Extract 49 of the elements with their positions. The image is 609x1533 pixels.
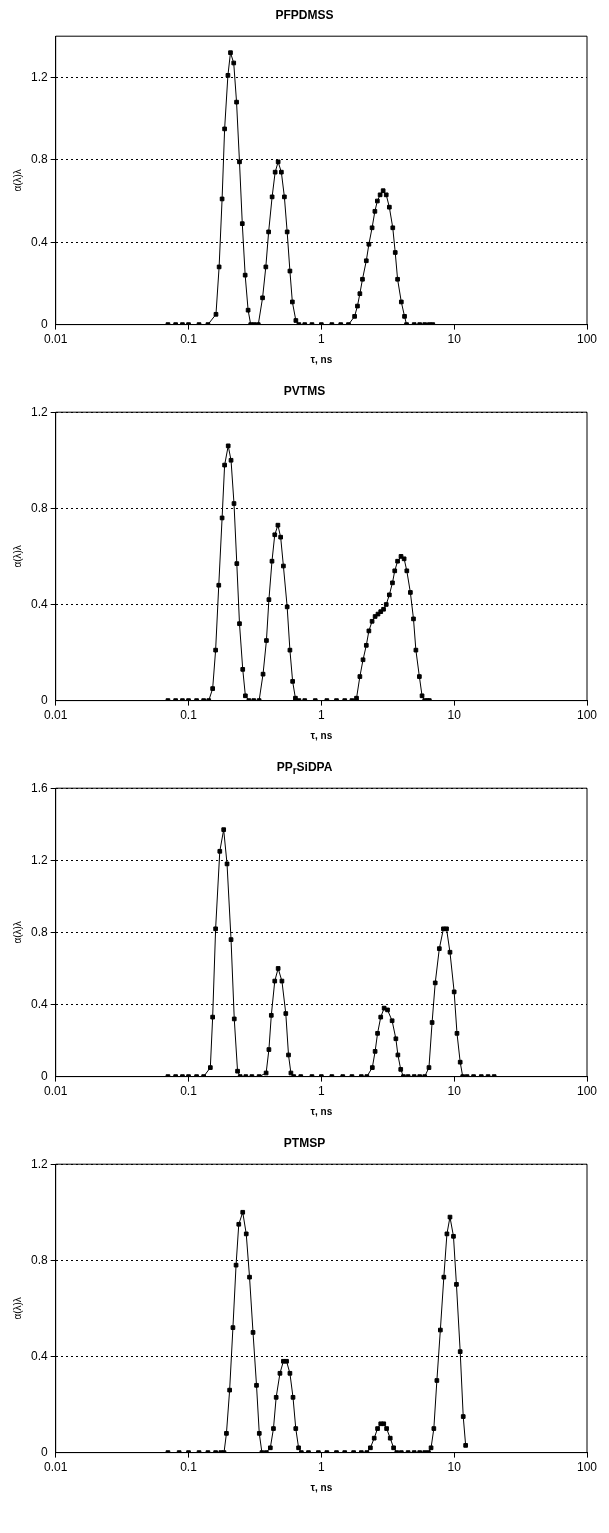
x-tick-label: 0.01 bbox=[44, 1084, 68, 1099]
x-tick-label: 0.1 bbox=[180, 332, 198, 347]
chart-title: PP$_{r}$SiDPA bbox=[275, 760, 334, 778]
chart-title: PFPDMSS bbox=[274, 8, 335, 24]
x-tick-label: 10 bbox=[447, 332, 462, 347]
x-tick-label: 10 bbox=[447, 708, 462, 723]
x-tick-label: 100 bbox=[576, 1460, 598, 1475]
y-tick-label: 0.8 bbox=[30, 1252, 48, 1267]
y-tick-label: 0.8 bbox=[30, 500, 48, 515]
y-tick-label: 0.4 bbox=[30, 1348, 48, 1363]
y-tick-label: 0.8 bbox=[30, 152, 48, 167]
y-tick-label: 0.8 bbox=[30, 924, 48, 939]
x-axis-title: τ, ns bbox=[310, 353, 333, 365]
y-tick-label: 0.4 bbox=[30, 234, 48, 249]
x-tick-label: 1 bbox=[318, 1460, 325, 1475]
x-tick-label: 0.01 bbox=[44, 1460, 68, 1475]
y-axis-title: α(λ)λ bbox=[11, 1297, 23, 1320]
x-tick-label: 1 bbox=[318, 708, 325, 723]
y-axis-title: α(λ)λ bbox=[11, 921, 23, 944]
x-axis-title: τ, ns bbox=[310, 729, 333, 741]
x-tick-label: 0.1 bbox=[180, 1084, 198, 1099]
x-tick-label: 100 bbox=[576, 708, 598, 723]
x-axis-title: τ, ns bbox=[310, 1105, 333, 1117]
x-tick-label: 100 bbox=[576, 332, 598, 347]
y-tick-label: 1.2 bbox=[30, 69, 48, 84]
y-tick-label: 1.2 bbox=[30, 852, 48, 867]
x-tick-label: 10 bbox=[447, 1460, 462, 1475]
chart-title: PVTMS bbox=[282, 384, 327, 400]
y-tick-label: 1.6 bbox=[30, 780, 48, 795]
chart-title: PTMSP bbox=[282, 1136, 327, 1152]
y-tick-label: 0.4 bbox=[30, 596, 48, 611]
y-tick-label: 1.2 bbox=[30, 404, 48, 419]
y-tick-label: 0 bbox=[40, 1444, 48, 1459]
y-axis-title: α(λ)λ bbox=[11, 545, 23, 568]
x-tick-label: 0.1 bbox=[180, 1460, 198, 1475]
x-tick-label: 0.01 bbox=[44, 332, 68, 347]
x-tick-label: 100 bbox=[576, 1084, 598, 1099]
y-axis-title: α(λ)λ bbox=[11, 169, 23, 192]
x-tick-label: 0.01 bbox=[44, 708, 68, 723]
y-tick-label: 0.4 bbox=[30, 996, 48, 1011]
y-tick-label: 0 bbox=[40, 316, 48, 331]
y-tick-label: 1.2 bbox=[30, 1156, 48, 1171]
x-tick-label: 0.1 bbox=[180, 708, 198, 723]
x-tick-label: 10 bbox=[447, 1084, 462, 1099]
x-tick-label: 1 bbox=[318, 1084, 325, 1099]
x-axis-title: τ, ns bbox=[310, 1481, 333, 1493]
y-tick-label: 0 bbox=[40, 692, 48, 707]
x-tick-label: 1 bbox=[318, 332, 325, 347]
y-tick-label: 0 bbox=[40, 1068, 48, 1083]
